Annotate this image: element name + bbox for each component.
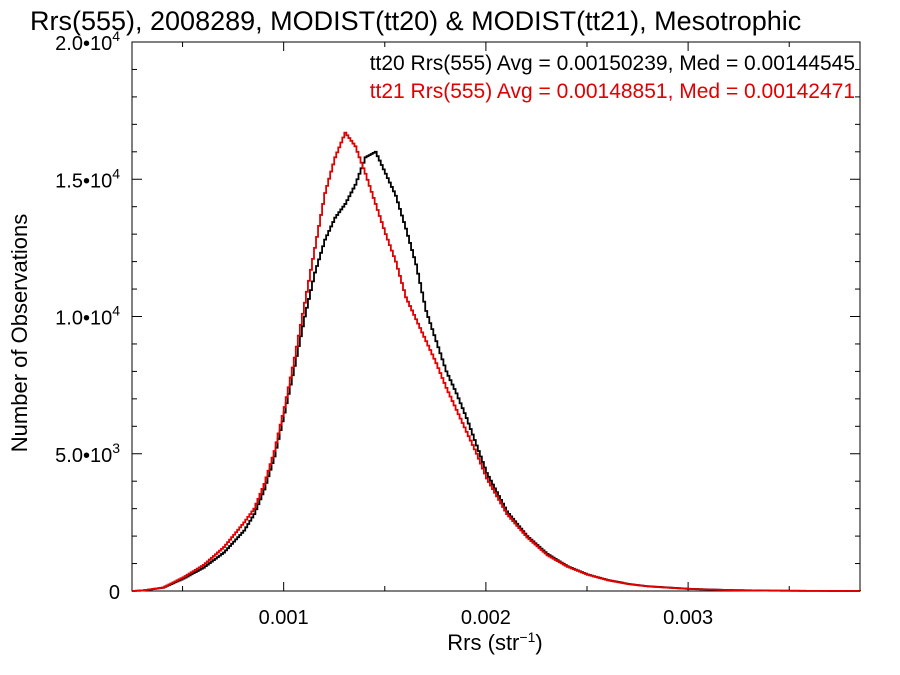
x-axis-label: Rrs (str−1) (447, 629, 542, 655)
y-tick-label: 2.0•104 (55, 28, 120, 55)
x-tick-label: 0.001 (259, 607, 309, 629)
y-tick-label: 0 (109, 582, 120, 604)
legend-entry-tt20: tt20 Rrs(555) Avg = 0.00150239, Med = 0.… (370, 52, 855, 75)
x-tick-label: 0.003 (663, 607, 713, 629)
legend-entry-tt21: tt21 Rrs(555) Avg = 0.00148851, Med = 0.… (370, 80, 855, 103)
plot-area: 0.001 0.002 0.003 0 5.0•103 1.0•104 1.5•104 2.0… (55, 28, 861, 629)
y-axis-label: Number of Observations (7, 214, 32, 452)
y-tick-label: 1.0•104 (55, 303, 120, 330)
y-tick-label: 1.5•104 (55, 165, 120, 192)
y-tick-label: 5.0•103 (55, 440, 120, 467)
chart-title: Rrs(555), 2008289, MODIST(tt20) & MODIST… (30, 6, 801, 36)
x-axis-label-superscript: −1 (519, 629, 535, 645)
plot-frame (131, 41, 861, 592)
series-line-tt21 (132, 131, 860, 592)
x-tick-label: 0.002 (461, 607, 511, 629)
